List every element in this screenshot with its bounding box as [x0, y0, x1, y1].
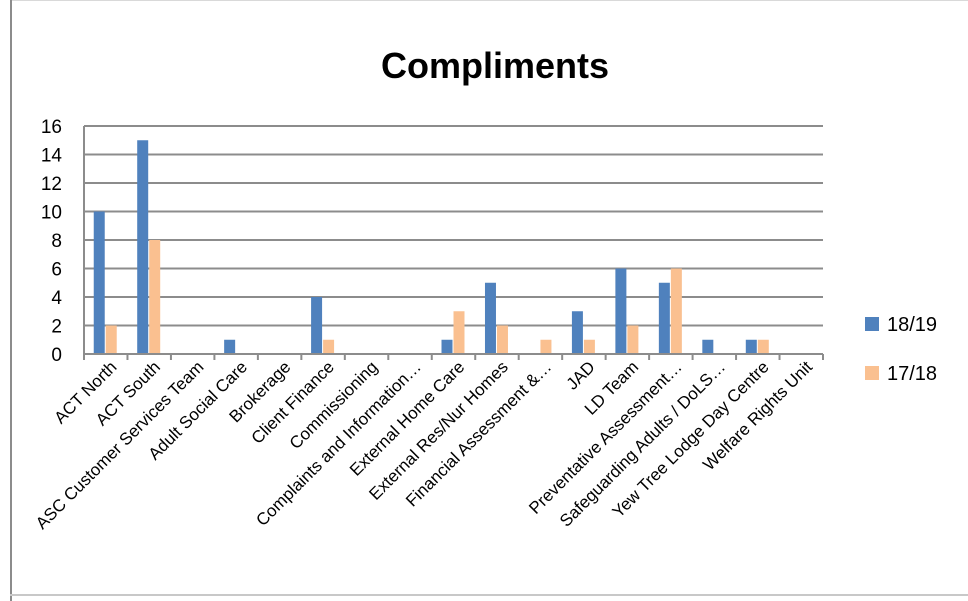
y-tick-labels: 0 2 4 6 8 10 12 14 16	[41, 117, 63, 366]
axes	[83, 126, 824, 360]
bar-18-19-11	[571, 311, 583, 354]
y-tick-label: 14	[41, 146, 63, 167]
bar-17-18-9	[496, 325, 508, 354]
bar-17-18-8	[453, 311, 465, 354]
y-tick-label: 16	[41, 117, 62, 138]
frame-left-border	[10, 0, 12, 601]
x-category-label: JAD	[563, 357, 599, 393]
legend-swatch	[865, 317, 879, 331]
bar-18-19-15	[745, 339, 757, 354]
bar-17-18-11	[583, 339, 595, 354]
chart-title: Compliments	[381, 45, 609, 86]
bar-17-18-12	[627, 325, 639, 354]
legend-swatch	[865, 366, 879, 380]
bar-18-19-9	[484, 282, 496, 354]
y-tick-label: 2	[51, 317, 62, 338]
y-tick-label: 4	[51, 288, 62, 309]
y-tick-label: 8	[51, 231, 62, 252]
y-tick-label: 12	[41, 174, 62, 195]
legend-label: 17/18	[887, 363, 937, 385]
x-category-label: ASC Customer Services Team	[32, 357, 208, 533]
bar-18-19-1	[137, 140, 149, 354]
bar-17-18-1	[149, 240, 161, 354]
bar-17-18-13	[670, 268, 682, 354]
bar-17-18-10	[540, 339, 552, 354]
bar-17-18-0	[105, 325, 117, 354]
bar-17-18-15	[757, 339, 769, 354]
bars	[93, 140, 769, 354]
legend-label: 18/19	[887, 314, 937, 336]
bar-18-19-14	[702, 339, 714, 354]
bar-18-19-8	[441, 339, 453, 354]
y-tick-label: 6	[51, 260, 62, 281]
frame-top-border	[10, 0, 968, 1]
bar-18-19-0	[93, 211, 105, 354]
legend: 18/19 17/18	[865, 314, 937, 385]
frame-bottom-border	[10, 594, 968, 596]
bar-18-19-3	[224, 339, 236, 354]
bar-17-18-5	[323, 339, 335, 354]
y-tick-label: 0	[51, 345, 62, 366]
bar-18-19-5	[311, 297, 323, 354]
y-tick-label: 10	[41, 203, 62, 224]
bar-18-19-12	[615, 268, 627, 354]
bar-18-19-13	[658, 282, 670, 354]
